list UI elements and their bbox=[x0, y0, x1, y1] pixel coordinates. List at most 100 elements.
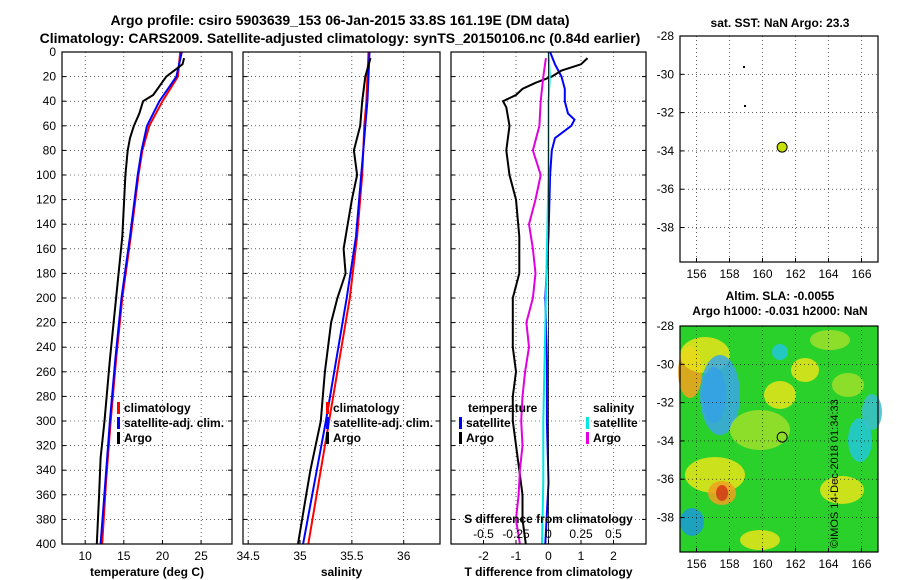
sla-map-y-tick-label: -34 bbox=[657, 434, 675, 448]
depth-tick-label: 220 bbox=[36, 316, 56, 330]
depth-tick-label: 120 bbox=[36, 193, 56, 207]
sla-map-x-tick-label: 162 bbox=[785, 557, 805, 571]
sst-map-y-tick-label: -30 bbox=[657, 67, 675, 81]
x-tick-label: 2 bbox=[610, 549, 617, 563]
series-line-t-argo bbox=[501, 57, 589, 545]
s-tick-label: -0.5 bbox=[473, 527, 494, 541]
depth-tick-label: 40 bbox=[43, 94, 57, 108]
legend-swatch bbox=[586, 432, 589, 444]
sla-anomaly-blob bbox=[848, 418, 872, 462]
s-tick-label: 0.25 bbox=[569, 527, 593, 541]
legend-swatch bbox=[326, 432, 329, 444]
depth-tick-label: 340 bbox=[36, 463, 56, 477]
series-line-s-argo bbox=[514, 57, 547, 545]
x-tick-label: 1 bbox=[578, 549, 585, 563]
legend-entry: Argo bbox=[333, 431, 361, 445]
sla-anomaly-blob bbox=[810, 330, 850, 350]
legend-entry: salinity bbox=[593, 401, 635, 415]
sla-anomaly-blob bbox=[700, 355, 740, 435]
legend-swatch bbox=[459, 432, 462, 444]
sla-anomaly-blob bbox=[764, 381, 796, 409]
legend-entry: satellite-adj. clim. bbox=[333, 416, 433, 430]
depth-tick-label: 360 bbox=[36, 488, 56, 502]
sla-map-y-tick-label: -36 bbox=[657, 472, 675, 486]
depth-tick-label: 320 bbox=[36, 439, 56, 453]
x-tick-label: 10 bbox=[79, 549, 93, 563]
legend-entry: climatology bbox=[333, 401, 400, 415]
title-line-2: Climatology: CARS2009. Satellite-adjuste… bbox=[39, 30, 641, 46]
watermark: ©IMOS 14-Dec-2018 01:34:33 bbox=[829, 399, 841, 548]
legend-swatch bbox=[326, 417, 329, 429]
series-line-climatology bbox=[101, 51, 182, 545]
legend-swatch bbox=[117, 402, 120, 414]
legend-entry: satellite bbox=[466, 416, 511, 430]
x-tick-label: 0 bbox=[545, 549, 552, 563]
legend-entry: Argo bbox=[593, 431, 621, 445]
sla-map-x-tick-label: 164 bbox=[818, 557, 838, 571]
legend-entry: Argo bbox=[466, 431, 494, 445]
x-axis-label: T difference from climatology bbox=[464, 565, 632, 579]
legend-entry: satellite-adj. clim. bbox=[124, 416, 224, 430]
depth-tick-label: 140 bbox=[36, 217, 56, 231]
sst-map-x-tick-label: 164 bbox=[818, 267, 838, 281]
x-tick-label: 34.5 bbox=[237, 549, 261, 563]
legend-entry: satellite bbox=[593, 416, 638, 430]
sla-anomaly-blob bbox=[680, 508, 704, 536]
sst-map-land-speck bbox=[743, 66, 745, 68]
depth-tick-label: 180 bbox=[36, 266, 56, 280]
sst-map-frame bbox=[679, 35, 879, 263]
legend-entry: climatology bbox=[124, 401, 191, 415]
sst-map-y-tick-label: -36 bbox=[657, 182, 675, 196]
series-line-argo bbox=[95, 57, 186, 545]
depth-tick-label: 80 bbox=[43, 143, 57, 157]
depth-tick-label: 400 bbox=[36, 537, 56, 551]
sla-anomaly-blob bbox=[716, 485, 728, 501]
series-line-argo bbox=[297, 57, 372, 545]
x-tick-label: 20 bbox=[156, 549, 170, 563]
legend-swatch bbox=[459, 417, 462, 429]
x-tick-label: 35.5 bbox=[340, 549, 364, 563]
sla-anomaly-blob bbox=[730, 410, 790, 450]
sla-map-frame bbox=[679, 325, 879, 553]
sla-map-x-tick-label: 156 bbox=[686, 557, 706, 571]
sst-map-x-tick-label: 158 bbox=[719, 267, 739, 281]
plot-frame bbox=[61, 51, 233, 545]
sla-field bbox=[678, 326, 882, 552]
sst-map-y-tick-label: -32 bbox=[657, 106, 675, 120]
depth-tick-label: 20 bbox=[43, 70, 57, 84]
x-tick-label: 36 bbox=[397, 549, 411, 563]
sla-map-x-tick-label: 166 bbox=[851, 557, 871, 571]
sst-map-x-tick-label: 156 bbox=[686, 267, 706, 281]
depth-tick-label: 300 bbox=[36, 414, 56, 428]
sla-map-y-tick-label: -32 bbox=[657, 396, 675, 410]
depth-tick-label: 240 bbox=[36, 340, 56, 354]
sst-map-x-tick-label: 162 bbox=[785, 267, 805, 281]
x-tick-label: 15 bbox=[117, 549, 131, 563]
x-axis-label: salinity bbox=[321, 565, 363, 579]
x-tick-label: 25 bbox=[194, 549, 208, 563]
sla-map-title-1: Altim. SLA: -0.0055 bbox=[726, 289, 835, 303]
x-tick-label: -1 bbox=[511, 549, 522, 563]
sst-map-y-tick-label: -34 bbox=[657, 144, 675, 158]
x-tick-label: -2 bbox=[478, 549, 489, 563]
sla-anomaly-blob bbox=[791, 358, 819, 382]
sla-anomaly-blob bbox=[820, 476, 864, 504]
x-tick-label: 35 bbox=[293, 549, 307, 563]
legend-entry: Argo bbox=[124, 431, 152, 445]
series-line-t-satellite bbox=[544, 51, 576, 545]
sst-map-land-speck bbox=[744, 105, 746, 107]
sst-map-y-tick-label: -28 bbox=[657, 29, 675, 43]
depth-tick-label: 160 bbox=[36, 242, 56, 256]
sla-map-x-tick-label: 158 bbox=[719, 557, 739, 571]
sla-map-y-tick-label: -38 bbox=[657, 511, 675, 525]
sla-anomaly-blob bbox=[862, 394, 882, 430]
x-axis-label: temperature (deg C) bbox=[90, 565, 204, 579]
argo-float-marker-sla bbox=[776, 431, 788, 443]
series-line-satellite-adj-clim- bbox=[302, 51, 371, 545]
depth-tick-label: 100 bbox=[36, 168, 56, 182]
series-line-satellite-adj-clim- bbox=[99, 51, 183, 545]
depth-tick-label: 200 bbox=[36, 291, 56, 305]
depth-tick-label: 380 bbox=[36, 512, 56, 526]
legend-swatch bbox=[117, 432, 120, 444]
